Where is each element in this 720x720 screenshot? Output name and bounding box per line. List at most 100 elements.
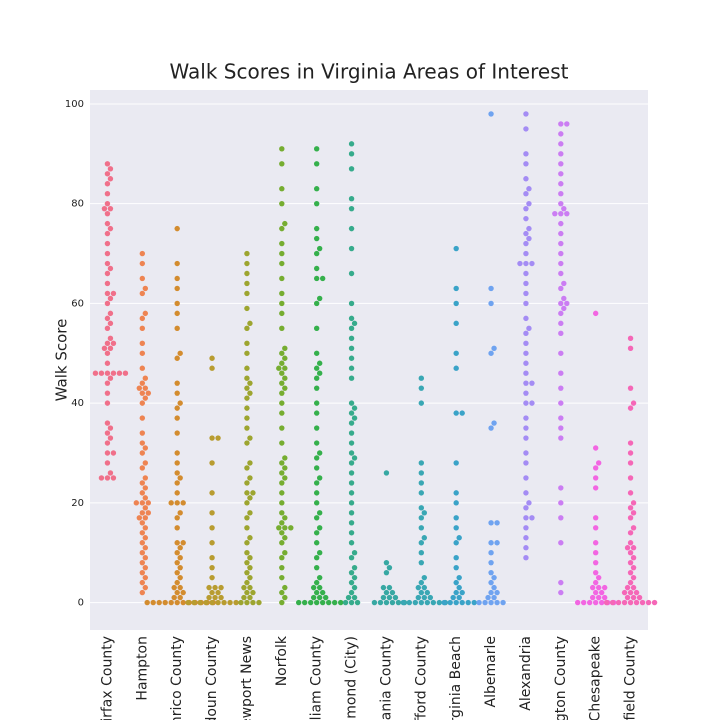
swarm-point: [191, 599, 197, 606]
swarm-point: [558, 350, 564, 356]
swarm-point: [250, 490, 256, 496]
swarm-point: [377, 599, 384, 606]
x-tick-label: Stafford County: [413, 636, 429, 720]
swarm-point: [523, 151, 529, 157]
swarm-point: [136, 515, 143, 521]
swarm-point: [139, 350, 146, 356]
swarm-point: [627, 550, 634, 556]
swarm-point: [313, 235, 320, 242]
swarm-point: [282, 475, 288, 481]
swarm-point: [558, 425, 564, 431]
swarm-point: [651, 599, 658, 606]
swarm-point: [627, 385, 634, 391]
swarm-point: [282, 525, 288, 531]
swarm-point: [244, 579, 250, 586]
swarm-point: [174, 599, 180, 606]
swarm-point: [418, 589, 425, 596]
swarm-point: [609, 599, 616, 606]
swarm-point: [244, 500, 250, 506]
swarm-point: [174, 415, 180, 421]
swarm-point: [247, 475, 253, 481]
swarm-point: [589, 594, 596, 601]
swarm-point: [145, 500, 152, 506]
swarm-point: [244, 490, 250, 496]
y-tick-label: 20: [71, 498, 84, 509]
swarm-point: [348, 300, 355, 307]
swarm-point: [627, 405, 634, 411]
swarm-point: [354, 599, 361, 606]
swarm-point: [523, 250, 529, 257]
swarm-point: [313, 589, 320, 596]
swarm-point: [523, 545, 529, 551]
x-tick-label: Hampton: [134, 636, 150, 701]
swarm-point: [523, 380, 529, 386]
swarm-point: [456, 594, 462, 601]
swarm-point: [348, 335, 355, 342]
swarm-point: [206, 584, 212, 591]
swarm-point: [279, 310, 285, 317]
swarm-point: [279, 510, 285, 516]
swarm-point: [488, 550, 494, 556]
swarm-point: [101, 345, 108, 351]
swarm-point: [630, 500, 637, 506]
swarm-point: [174, 405, 180, 411]
swarm-point: [142, 495, 149, 501]
swarm-point: [279, 400, 285, 406]
swarm-point: [418, 400, 425, 406]
swarm-point: [592, 445, 599, 451]
swarm-point: [561, 295, 567, 302]
swarm-point: [250, 589, 256, 596]
swarm-point: [601, 584, 608, 591]
swarm-point: [313, 385, 320, 391]
swarm-point: [592, 515, 599, 521]
swarm-point: [488, 569, 494, 576]
swarm-point: [282, 455, 288, 461]
swarm-point: [592, 485, 599, 491]
x-tick-label: Chesapeake: [588, 636, 604, 720]
swarm-point: [351, 405, 358, 411]
swarm-point: [139, 380, 146, 386]
swarm-point: [342, 599, 349, 606]
swarm-point: [174, 355, 180, 361]
swarm-point: [337, 599, 344, 606]
swarm-point: [558, 330, 564, 337]
swarm-point: [418, 550, 425, 556]
swarm-point: [244, 465, 250, 471]
swarm-point: [523, 191, 529, 197]
x-tick-label: Prince William County: [309, 636, 325, 720]
swarm-point: [244, 250, 250, 257]
swarm-point: [523, 300, 529, 307]
swarm-point: [523, 505, 529, 511]
swarm-point: [139, 550, 146, 556]
swarm-point: [107, 166, 114, 172]
swarm-point: [389, 589, 396, 596]
swarm-point: [383, 589, 390, 596]
swarm-point: [639, 599, 646, 606]
swarm-point: [136, 385, 143, 391]
swarm-point: [104, 340, 111, 346]
swarm-point: [523, 450, 529, 456]
swarm-point: [180, 500, 186, 506]
swarm-point: [244, 550, 250, 556]
swarm-point: [488, 111, 494, 117]
swarm-point: [209, 510, 215, 516]
swarm-point: [523, 460, 529, 466]
swarm-point: [104, 161, 111, 167]
swarm-point: [630, 510, 637, 516]
swarm-point: [601, 594, 608, 601]
swarm-point: [150, 599, 156, 606]
swarm-point: [558, 500, 564, 506]
swarm-point: [348, 490, 355, 496]
swarm-point: [241, 594, 247, 601]
swarm-point: [104, 260, 111, 267]
swarm-point: [624, 545, 631, 551]
swarm-point: [615, 599, 622, 606]
swarm-point: [139, 540, 146, 546]
swarm-point: [564, 300, 570, 307]
swarm-point: [142, 505, 149, 511]
swarm-point: [558, 260, 564, 267]
swarm-point: [174, 550, 180, 556]
swarm-point: [558, 121, 564, 127]
swarm-point: [139, 520, 146, 526]
swarm-point: [174, 310, 180, 317]
